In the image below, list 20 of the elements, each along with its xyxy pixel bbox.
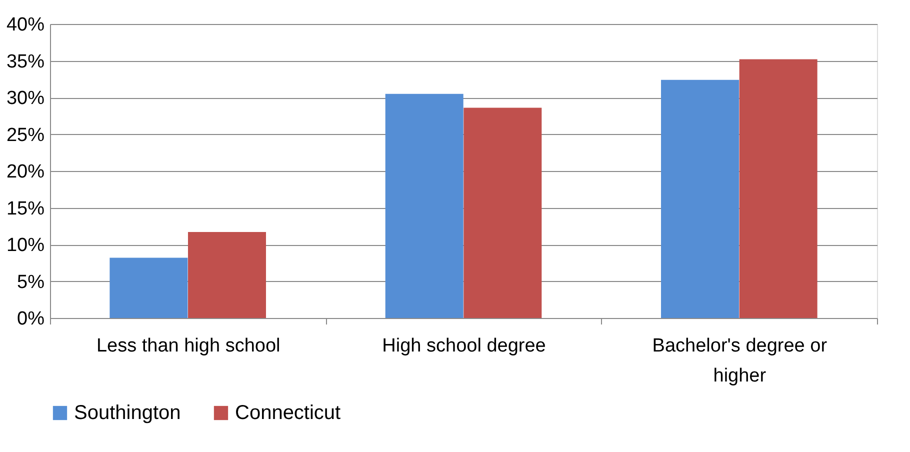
bar	[661, 80, 740, 318]
y-tick-label: 15%	[6, 198, 45, 220]
legend-label: Southington	[74, 402, 181, 424]
legend-label: Connecticut	[235, 402, 342, 424]
bar	[188, 232, 266, 318]
x-tick-label: High school degree	[382, 336, 546, 356]
y-tick-label: 0%	[17, 308, 45, 330]
x-tick-label: Bachelor's degree or higher	[652, 336, 828, 386]
x-tick-label: Less than high school	[96, 336, 280, 356]
bar	[464, 108, 542, 318]
bar	[110, 258, 188, 318]
y-tick-label: 10%	[6, 235, 45, 256]
bar	[739, 59, 818, 318]
y-tick-label: 5%	[17, 272, 45, 293]
y-tick-label: 25%	[6, 124, 45, 146]
y-tick-label: 35%	[6, 51, 45, 72]
bar	[385, 94, 464, 318]
y-tick-label: 20%	[6, 162, 45, 182]
y-tick-label: 40%	[6, 14, 45, 36]
y-tick-label: 30%	[6, 88, 45, 109]
